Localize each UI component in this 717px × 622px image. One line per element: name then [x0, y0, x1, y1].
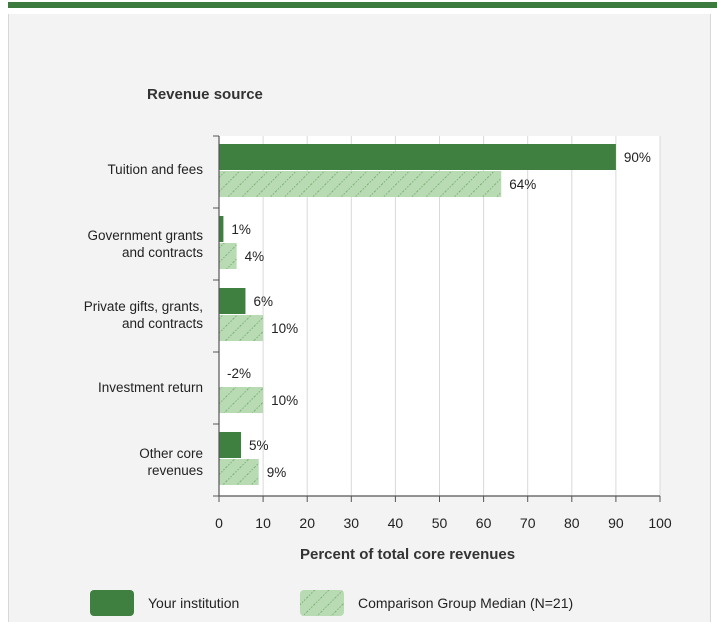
category-label-investment: Investment return: [97, 380, 203, 395]
x-tick-label: 90: [608, 515, 624, 531]
comparison-value-label: 64%: [509, 177, 536, 192]
institution-bar: [219, 144, 616, 170]
chart-title: Revenue source: [147, 86, 263, 103]
institution-value-label: 5%: [249, 438, 269, 453]
institution-value-label: 6%: [253, 294, 273, 309]
category-label-tuition: Tuition and fees: [107, 162, 203, 177]
comparison-value-label: 9%: [267, 465, 287, 480]
legend-label-comparison: Comparison Group Median (N=21): [358, 595, 574, 611]
x-tick-label: 10: [255, 515, 271, 531]
comparison-value-label: 10%: [271, 393, 298, 408]
x-tick-label: 50: [432, 515, 448, 531]
x-tick-labels: 0 10 20 30 40 50 60 70 80 90 100: [215, 515, 672, 531]
comparison-bar: [219, 459, 259, 485]
x-tick-label: 0: [215, 515, 223, 531]
category-label-government: Government grants and contracts: [87, 228, 203, 260]
comparison-bar: [219, 387, 264, 413]
x-tick-label: 20: [299, 515, 315, 531]
institution-bar: [219, 288, 246, 314]
legend-label-institution: Your institution: [148, 595, 240, 611]
comparison-bar: [219, 243, 237, 269]
x-tick-label: 100: [648, 515, 672, 531]
x-tick-label: 80: [564, 515, 580, 531]
legend-item-comparison: Comparison Group Median (N=21): [300, 589, 573, 617]
legend-swatch-comparison: [300, 590, 344, 616]
comparison-bar: [219, 171, 502, 197]
comparison-bar: [219, 315, 264, 341]
category-label-private-gifts: Private gifts, grants, and contracts: [83, 299, 203, 331]
institution-value-label: -2%: [227, 366, 251, 381]
comparison-value-label: 4%: [245, 249, 265, 264]
x-tick-label: 70: [520, 515, 536, 531]
institution-bar: [219, 432, 242, 458]
institution-value-label: 90%: [624, 150, 651, 165]
x-tick-label: 40: [388, 515, 404, 531]
legend-item-institution: Your institution: [90, 589, 239, 617]
bars: 90% 64% 1% 4% 6% 10% -2% 10% 5% 9%: [219, 144, 651, 485]
top-accent-bar: [8, 2, 717, 8]
institution-value-label: 1%: [231, 222, 251, 237]
x-tick-label: 60: [476, 515, 492, 531]
axes: [213, 135, 661, 502]
x-tick-label: 30: [344, 515, 360, 531]
comparison-value-label: 10%: [271, 321, 298, 336]
institution-bar: [219, 216, 224, 242]
x-axis-title: Percent of total core revenues: [300, 546, 516, 563]
legend-swatch-institution: [90, 590, 134, 616]
category-label-other: Other core revenues: [139, 446, 203, 478]
